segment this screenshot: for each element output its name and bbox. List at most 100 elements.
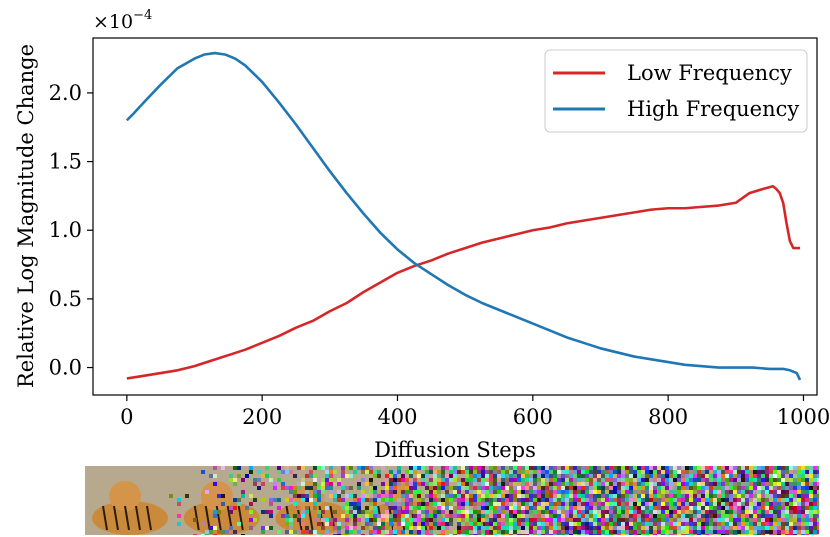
- noise-pixel: [573, 482, 577, 486]
- noise-pixel: [645, 490, 649, 494]
- noise-pixel: [585, 518, 589, 522]
- noise-pixel: [657, 534, 661, 535]
- noise-pixel: [553, 522, 557, 526]
- noise-pixel: [581, 530, 585, 534]
- noise-pixel: [469, 490, 473, 494]
- noise-pixel: [485, 474, 489, 478]
- noise-pixel: [369, 514, 373, 518]
- noise-pixel: [297, 494, 301, 498]
- noise-pixel: [285, 498, 289, 502]
- noise-pixel: [705, 498, 709, 502]
- noise-pixel: [797, 514, 801, 518]
- noise-pixel: [665, 522, 669, 526]
- noise-pixel: [569, 530, 573, 534]
- noise-pixel: [813, 474, 817, 478]
- noise-pixel: [677, 490, 681, 494]
- noise-pixel: [805, 530, 809, 534]
- noise-pixel: [601, 470, 605, 474]
- noise-pixel: [301, 466, 305, 470]
- noise-pixel: [549, 470, 553, 474]
- noise-pixel: [369, 490, 373, 494]
- noise-pixel: [389, 478, 393, 482]
- noise-pixel: [513, 498, 517, 502]
- noise-pixel: [733, 470, 737, 474]
- noise-pixel: [705, 478, 709, 482]
- noise-pixel: [465, 510, 469, 514]
- noise-pixel: [665, 506, 669, 510]
- noise-pixel: [689, 510, 693, 514]
- noise-pixel: [521, 478, 525, 482]
- noise-pixel: [461, 510, 465, 514]
- noise-pixel: [781, 482, 785, 486]
- noise-pixel: [789, 482, 793, 486]
- noise-pixel: [509, 530, 513, 534]
- noise-pixel: [609, 506, 613, 510]
- noise-pixel: [369, 506, 373, 510]
- noise-pixel: [321, 466, 325, 470]
- noise-pixel: [541, 494, 545, 498]
- noise-pixel: [621, 530, 625, 534]
- noise-pixel: [797, 494, 801, 498]
- noise-pixel: [693, 510, 697, 514]
- noise-pixel: [249, 494, 253, 498]
- noise-pixel: [489, 494, 493, 498]
- noise-pixel: [397, 478, 401, 482]
- noise-pixel: [285, 522, 289, 526]
- noise-pixel: [805, 494, 809, 498]
- noise-pixel: [721, 486, 725, 490]
- noise-pixel: [441, 506, 445, 510]
- noise-pixel: [629, 506, 633, 510]
- noise-pixel: [741, 470, 745, 474]
- noise-pixel: [769, 502, 773, 506]
- noise-pixel: [421, 466, 425, 470]
- noise-pixel: [277, 498, 281, 502]
- noise-pixel: [705, 466, 709, 470]
- noise-pixel: [625, 474, 629, 478]
- noise-pixel: [441, 510, 445, 514]
- noise-pixel: [653, 522, 657, 526]
- noise-pixel: [797, 498, 801, 502]
- noise-pixel: [717, 466, 721, 470]
- noise-pixel: [329, 466, 333, 470]
- noise-pixel: [333, 498, 337, 502]
- noise-pixel: [681, 478, 685, 482]
- noise-pixel: [373, 486, 377, 490]
- noise-pixel: [497, 486, 501, 490]
- noise-pixel: [709, 534, 713, 535]
- noise-pixel: [701, 526, 705, 530]
- noise-pixel: [561, 466, 565, 470]
- noise-pixel: [445, 490, 449, 494]
- noise-pixel: [413, 522, 417, 526]
- noise-pixel: [321, 518, 325, 522]
- x-tick-label: 0: [120, 405, 133, 429]
- noise-pixel: [429, 514, 433, 518]
- noise-pixel: [757, 510, 761, 514]
- noise-pixel: [809, 466, 813, 470]
- noise-pixel: [605, 486, 609, 490]
- noise-pixel: [725, 526, 729, 530]
- noise-pixel: [433, 482, 437, 486]
- noise-pixel: [381, 482, 385, 486]
- noise-pixel: [633, 506, 637, 510]
- noise-pixel: [617, 526, 621, 530]
- noise-pixel: [733, 518, 737, 522]
- noise-pixel: [325, 506, 329, 510]
- noise-pixel: [401, 510, 405, 514]
- noise-pixel: [773, 530, 777, 534]
- noise-pixel: [537, 482, 541, 486]
- noise-pixel: [773, 502, 777, 506]
- noise-pixel: [429, 482, 433, 486]
- noise-pixel: [217, 530, 221, 534]
- noise-pixel: [677, 498, 681, 502]
- noise-pixel: [317, 534, 321, 535]
- noise-pixel: [649, 502, 653, 506]
- noise-pixel: [437, 474, 441, 478]
- noise-pixel: [385, 514, 389, 518]
- noise-pixel: [305, 510, 309, 514]
- noise-pixel: [409, 494, 413, 498]
- noise-pixel: [537, 494, 541, 498]
- noise-pixel: [465, 526, 469, 530]
- noise-pixel: [489, 478, 493, 482]
- noise-pixel: [405, 506, 409, 510]
- noise-pixel: [529, 494, 533, 498]
